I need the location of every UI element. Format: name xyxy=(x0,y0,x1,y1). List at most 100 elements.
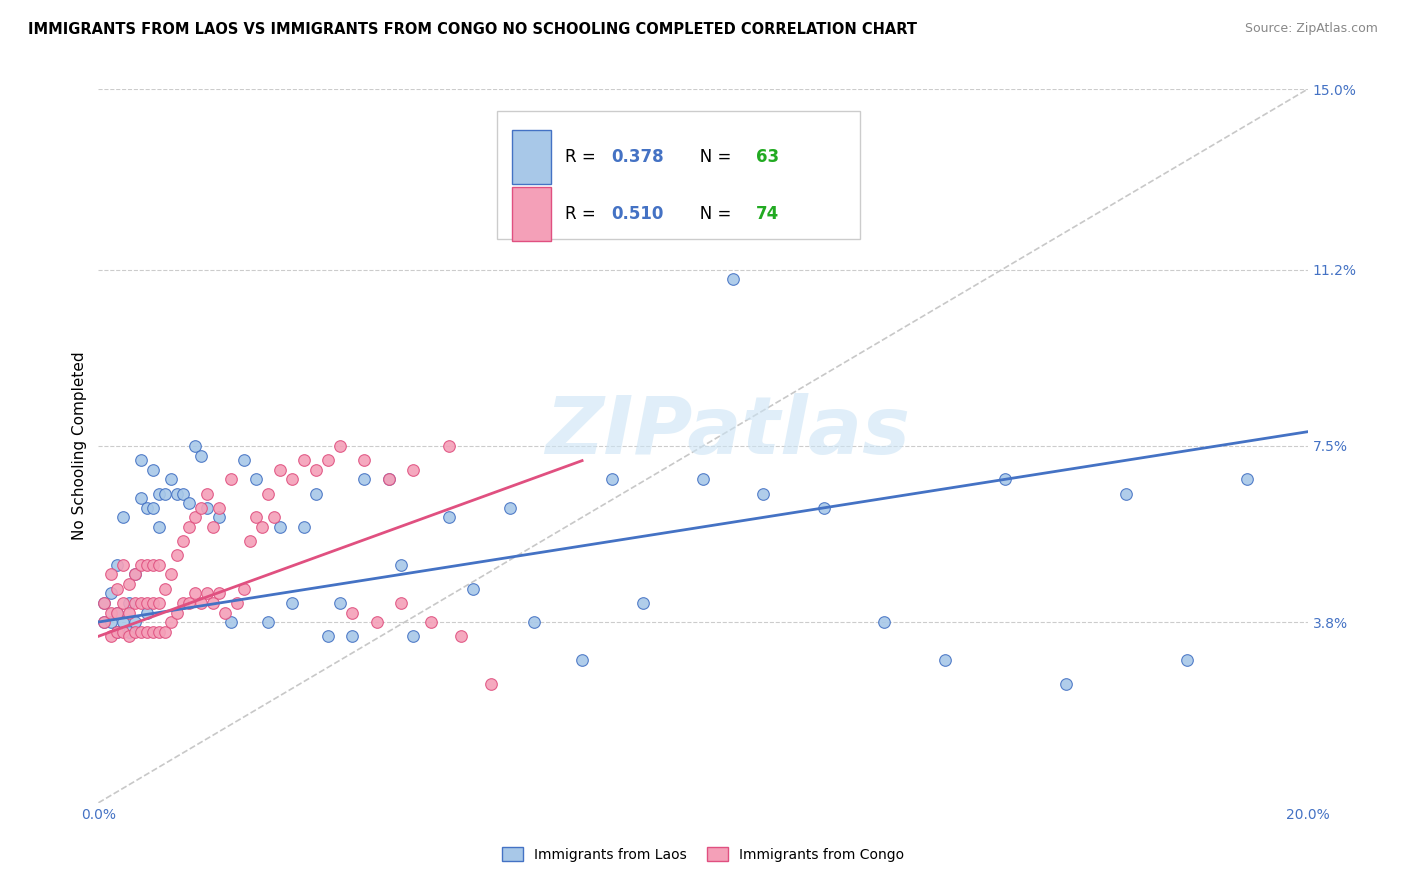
Point xyxy=(190,500,212,515)
Point xyxy=(389,596,412,610)
Point xyxy=(571,653,593,667)
Point xyxy=(402,629,425,643)
Point xyxy=(124,567,146,582)
Point xyxy=(111,624,134,639)
Point xyxy=(498,500,520,515)
Point xyxy=(124,615,146,629)
Point xyxy=(172,534,194,549)
Point xyxy=(263,510,285,524)
Point xyxy=(153,486,176,500)
Point xyxy=(105,558,128,572)
Point xyxy=(129,558,152,572)
Point xyxy=(100,615,122,629)
Point xyxy=(437,510,460,524)
Text: Source: ZipAtlas.com: Source: ZipAtlas.com xyxy=(1244,22,1378,36)
Point xyxy=(148,624,170,639)
Point xyxy=(256,615,278,629)
Point xyxy=(129,453,152,467)
Point xyxy=(245,510,267,524)
Point xyxy=(208,586,231,600)
Text: 63: 63 xyxy=(756,148,779,166)
Point xyxy=(135,596,157,610)
Point xyxy=(100,629,122,643)
Point xyxy=(873,615,896,629)
Point xyxy=(100,606,122,620)
Y-axis label: No Schooling Completed: No Schooling Completed xyxy=(72,351,87,541)
Point xyxy=(420,615,443,629)
Point xyxy=(281,472,304,486)
Point xyxy=(232,582,254,596)
Point xyxy=(105,582,128,596)
Point xyxy=(118,629,141,643)
FancyBboxPatch shape xyxy=(512,187,551,241)
Point xyxy=(353,472,375,486)
Point xyxy=(124,624,146,639)
Point xyxy=(129,624,152,639)
Point xyxy=(208,500,231,515)
Point xyxy=(994,472,1017,486)
Text: ZIPatlas: ZIPatlas xyxy=(544,392,910,471)
Point xyxy=(179,520,201,534)
Point xyxy=(366,615,388,629)
Point xyxy=(142,463,165,477)
Point xyxy=(292,520,315,534)
Point xyxy=(111,615,134,629)
Point xyxy=(342,606,364,620)
Point xyxy=(195,586,218,600)
Text: 0.378: 0.378 xyxy=(612,148,664,166)
Point xyxy=(1175,653,1198,667)
Point xyxy=(118,577,141,591)
Point xyxy=(179,496,201,510)
Point xyxy=(148,558,170,572)
Point xyxy=(135,558,157,572)
Point xyxy=(105,624,128,639)
Legend: Immigrants from Laos, Immigrants from Congo: Immigrants from Laos, Immigrants from Co… xyxy=(496,841,910,867)
Point xyxy=(232,453,254,467)
Point xyxy=(281,596,304,610)
Point xyxy=(179,596,201,610)
Point xyxy=(329,596,352,610)
Point xyxy=(245,472,267,486)
Point xyxy=(135,606,157,620)
Point xyxy=(305,463,328,477)
Text: R =: R = xyxy=(565,148,602,166)
Point xyxy=(269,463,291,477)
Point xyxy=(124,596,146,610)
Point xyxy=(118,624,141,639)
Point xyxy=(105,624,128,639)
Point xyxy=(752,486,775,500)
Point xyxy=(450,629,472,643)
Point xyxy=(184,586,207,600)
Point xyxy=(184,439,207,453)
Point xyxy=(305,486,328,500)
Point xyxy=(160,615,183,629)
FancyBboxPatch shape xyxy=(512,130,551,184)
Point xyxy=(316,629,339,643)
Point xyxy=(118,606,141,620)
Point xyxy=(208,510,231,524)
Point xyxy=(1054,677,1077,691)
Point xyxy=(190,596,212,610)
Point xyxy=(111,596,134,610)
Point xyxy=(723,272,745,286)
Text: N =: N = xyxy=(683,205,737,223)
Point xyxy=(221,615,243,629)
Point xyxy=(93,615,115,629)
Point xyxy=(214,606,236,620)
Point xyxy=(160,472,183,486)
Point xyxy=(172,596,194,610)
Point xyxy=(631,596,654,610)
Point xyxy=(105,606,128,620)
Point xyxy=(166,606,188,620)
Point xyxy=(202,596,225,610)
Point xyxy=(402,463,425,477)
Point xyxy=(239,534,262,549)
Point xyxy=(316,453,339,467)
Point xyxy=(1115,486,1137,500)
Point xyxy=(184,510,207,524)
Point xyxy=(148,520,170,534)
Point xyxy=(93,596,115,610)
Point xyxy=(250,520,273,534)
Point xyxy=(342,629,364,643)
Point xyxy=(292,453,315,467)
